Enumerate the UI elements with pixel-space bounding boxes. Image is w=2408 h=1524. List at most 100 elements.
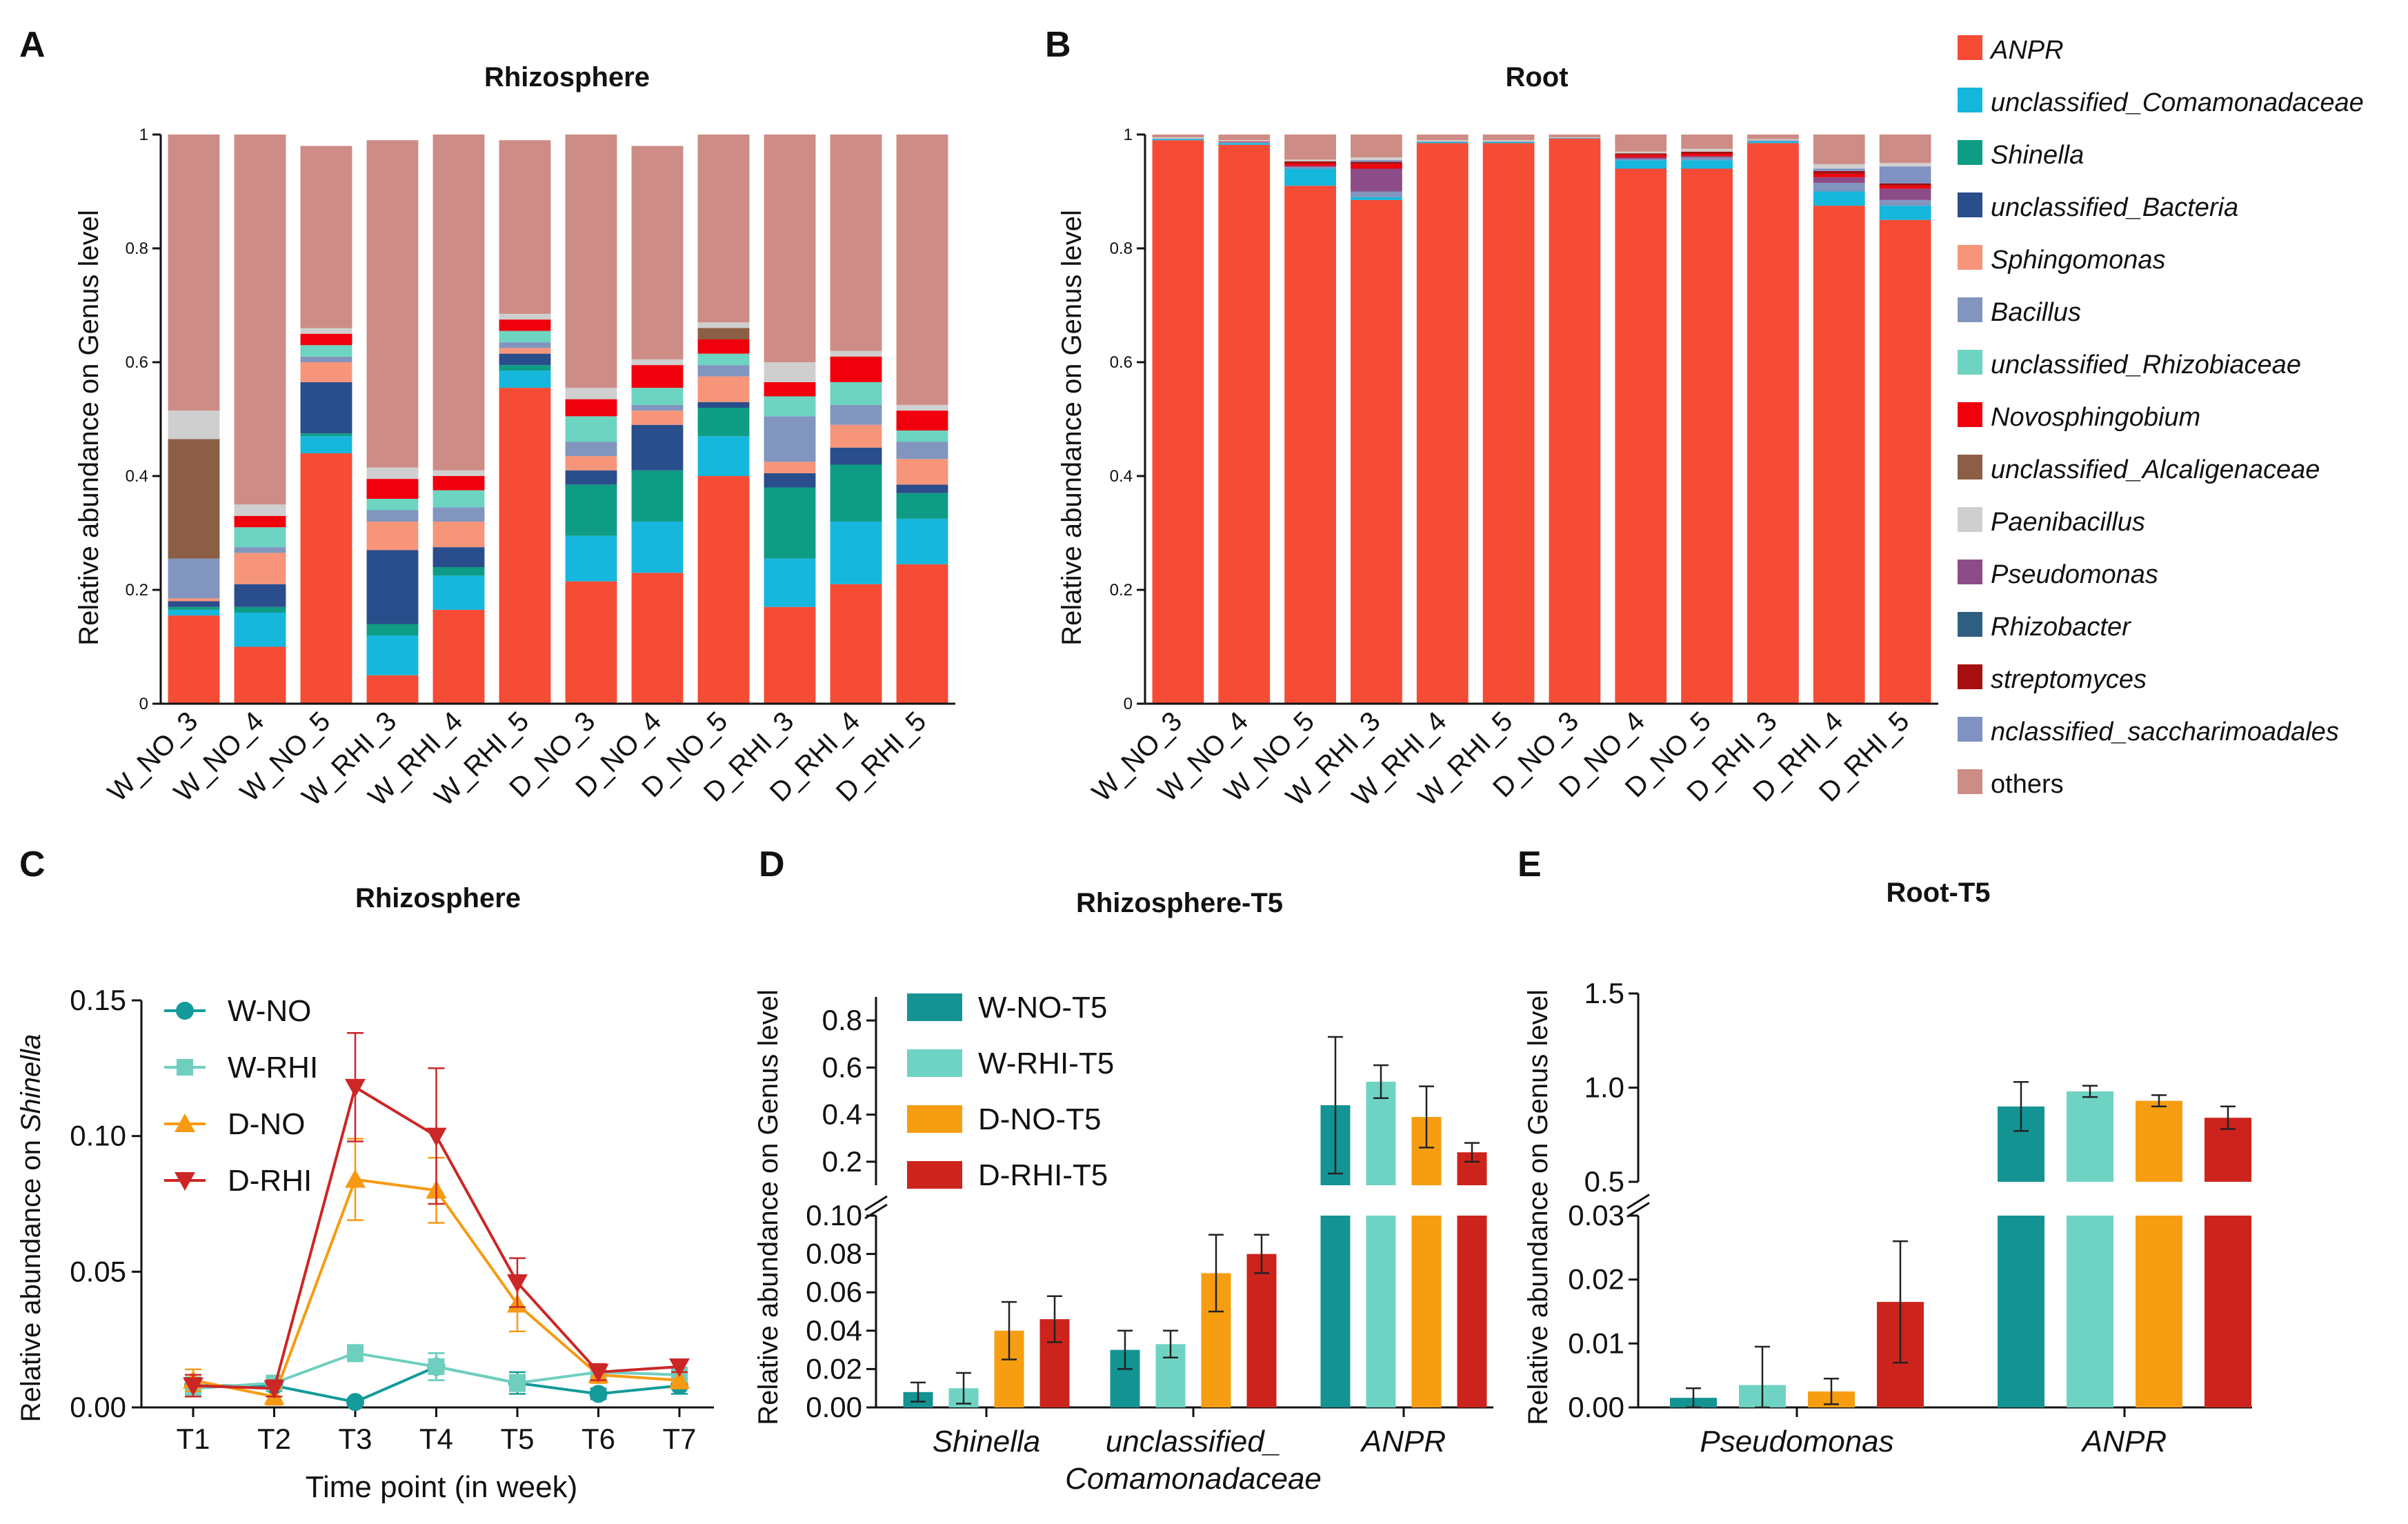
bar-segment bbox=[1747, 135, 1799, 139]
panel-label-a: A bbox=[19, 25, 46, 65]
legend-label: W-RHI bbox=[228, 1051, 318, 1085]
bar-segment bbox=[1218, 144, 1271, 704]
bar-segment bbox=[697, 402, 750, 408]
bar-segment bbox=[1218, 135, 1271, 141]
bar-segment bbox=[764, 362, 816, 382]
bar-segment bbox=[1879, 186, 1931, 189]
y-tick-label: 0.8 bbox=[822, 1004, 862, 1036]
bar-segment bbox=[565, 416, 617, 442]
bar-segment bbox=[631, 365, 684, 388]
bar-segment bbox=[697, 328, 750, 339]
legend-label: D-NO bbox=[228, 1107, 305, 1141]
y-tick-label: 1 bbox=[139, 126, 148, 144]
x-tick-label: T6 bbox=[581, 1423, 615, 1455]
bar-segment bbox=[1284, 135, 1336, 160]
legend-label: D-NO-T5 bbox=[978, 1102, 1101, 1136]
bar-segment bbox=[830, 350, 882, 357]
bar-segment bbox=[697, 339, 750, 354]
bar-segment bbox=[565, 388, 617, 399]
axis-break-mark bbox=[1626, 1194, 1650, 1209]
bar-segment bbox=[499, 319, 551, 331]
bar-segment bbox=[1615, 151, 1667, 154]
y-tick-label: 0.08 bbox=[806, 1238, 862, 1270]
bar-segment bbox=[1284, 161, 1336, 164]
legend-swatch bbox=[1958, 664, 1982, 689]
bar-segment bbox=[432, 522, 485, 548]
bar-segment bbox=[1416, 140, 1469, 141]
bar-segment bbox=[830, 382, 882, 405]
bar-segment bbox=[1284, 186, 1336, 704]
bar-segment bbox=[1681, 151, 1733, 155]
bar-segment bbox=[1747, 139, 1799, 141]
bar-segment bbox=[300, 333, 352, 346]
legend-swatch bbox=[1958, 350, 1982, 375]
y-tick-label: 0.02 bbox=[1568, 1263, 1624, 1296]
bar-segment bbox=[697, 135, 750, 323]
bar-segment bbox=[830, 424, 882, 448]
bar-segment bbox=[764, 487, 816, 559]
legend-label: D-RHI bbox=[228, 1164, 312, 1198]
legend-label: Bacillus bbox=[1991, 298, 2081, 327]
y-tick-label: 0.06 bbox=[806, 1276, 862, 1308]
bar-segment bbox=[234, 504, 286, 516]
bar-segment bbox=[631, 424, 684, 471]
legend-label: W-NO-T5 bbox=[978, 991, 1107, 1025]
legend-label: Pseudomonas bbox=[1991, 560, 2158, 589]
bar-segment bbox=[830, 356, 882, 382]
bar-segment bbox=[300, 356, 352, 362]
bar-segment bbox=[1681, 135, 1733, 149]
bar-segment bbox=[1351, 191, 1402, 197]
bar-segment bbox=[764, 606, 816, 704]
bar-segment bbox=[499, 313, 551, 320]
bar-segment bbox=[1152, 139, 1204, 141]
y-tick-label: 0 bbox=[1124, 695, 1133, 713]
bar-segment bbox=[896, 442, 948, 459]
bar-segment bbox=[168, 609, 220, 616]
bar-segment bbox=[1284, 164, 1336, 166]
bar-segment bbox=[565, 535, 617, 582]
panel-label-c: C bbox=[19, 844, 46, 884]
bar-segment bbox=[896, 404, 948, 411]
bar-segment bbox=[1813, 170, 1865, 174]
bar-segment bbox=[1615, 159, 1667, 161]
bar-segment bbox=[168, 598, 220, 602]
bar-segment bbox=[366, 522, 419, 551]
bar-segment bbox=[764, 382, 816, 397]
y-tick-label: 0.05 bbox=[70, 1255, 126, 1287]
axis-break-mark bbox=[1626, 1202, 1650, 1218]
bar-segment bbox=[1351, 168, 1402, 192]
bar-segment bbox=[300, 433, 352, 437]
bar-segment bbox=[896, 459, 948, 485]
y-tick-label: 0.6 bbox=[126, 353, 148, 372]
legend-swatch bbox=[1958, 402, 1982, 427]
bar-segment bbox=[234, 606, 286, 613]
panel-label-b: B bbox=[1045, 25, 1071, 65]
bar-segment bbox=[1681, 157, 1733, 161]
data-point bbox=[509, 1374, 526, 1392]
legend-label: others bbox=[1991, 770, 2064, 799]
y-tick-label: 0.4 bbox=[822, 1098, 862, 1131]
data-point bbox=[263, 1380, 285, 1399]
bar-segment bbox=[1482, 141, 1535, 144]
bar-segment bbox=[432, 476, 485, 491]
chart-b-title: Root bbox=[1505, 62, 1568, 92]
bar-segment bbox=[499, 348, 551, 354]
bar-segment bbox=[1681, 156, 1733, 157]
bar-segment bbox=[499, 140, 551, 314]
bar-segment bbox=[830, 522, 882, 584]
chart-e-ylabel: Relative abundance on Genus level bbox=[1523, 989, 1553, 1425]
chart-b-ylabel: Relative abundance on Genus level bbox=[1057, 210, 1087, 646]
data-point bbox=[426, 1127, 447, 1147]
category-label: Pseudomonas bbox=[1700, 1425, 1893, 1458]
legend-swatch bbox=[1958, 612, 1982, 637]
bar-segment bbox=[1351, 160, 1402, 162]
y-tick-label: 0.02 bbox=[806, 1352, 862, 1385]
bar-segment bbox=[1351, 157, 1402, 161]
bar-segment bbox=[1879, 166, 1931, 184]
legend-swatch bbox=[1958, 192, 1982, 217]
bar-segment bbox=[1813, 191, 1865, 206]
bar-segment bbox=[896, 484, 948, 493]
bar-lower-segment bbox=[2136, 1216, 2182, 1407]
x-tick-label: T1 bbox=[176, 1423, 210, 1455]
